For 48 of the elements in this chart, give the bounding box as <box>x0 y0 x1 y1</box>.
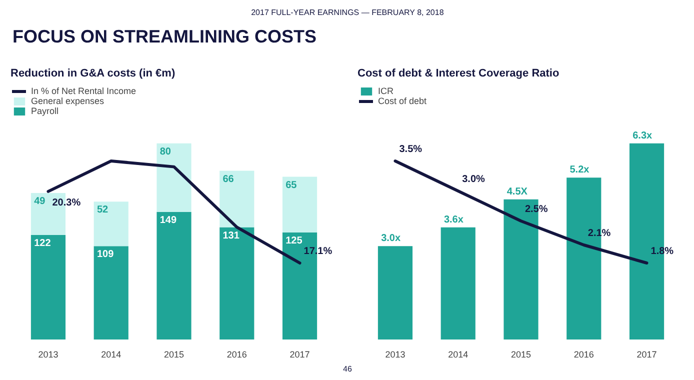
data-label: 20.3% <box>52 197 81 208</box>
data-label: 5.2x <box>570 164 590 176</box>
data-label: 3.0x <box>381 233 401 244</box>
data-label: 65 <box>286 180 298 191</box>
data-label: 4.5X <box>506 186 528 198</box>
legend-label: ICR <box>378 86 394 96</box>
bar <box>282 176 318 232</box>
data-label: 109 <box>96 249 114 260</box>
bar <box>30 235 66 340</box>
x-tick-label: 2016 <box>574 350 594 360</box>
x-tick-label: 2014 <box>101 350 122 360</box>
x-tick-label: 2015 <box>510 350 532 360</box>
text: 46 <box>343 364 352 374</box>
data-label: 3.0% <box>462 174 486 185</box>
data-label: 122 <box>34 238 52 249</box>
x-tick-label: 2013 <box>385 350 406 360</box>
legend-label: Cost of debt <box>378 96 427 106</box>
x-tick-label: 2017 <box>636 350 657 360</box>
bar <box>378 246 413 340</box>
chart-title: Cost of debt & Interest Coverage Ratio <box>358 68 560 80</box>
data-label: 3.5% <box>399 144 422 155</box>
text: 2017 FULL-YEAR EARNINGS — FEBRUARY 8, 2018 <box>251 8 444 17</box>
bar <box>94 202 128 246</box>
x-tick-label: 2013 <box>38 350 58 360</box>
data-label: 80 <box>160 146 172 158</box>
x-tick-label: 2017 <box>290 350 310 360</box>
bar <box>156 212 192 340</box>
x-tick-label: 2014 <box>448 350 468 360</box>
legend-label: Payroll <box>31 106 59 116</box>
bar <box>94 246 128 340</box>
text: FOCUS ON STREAMLINING COSTS <box>12 26 317 46</box>
data-label: 149 <box>160 214 177 226</box>
data-label: 3.6x <box>444 214 464 226</box>
data-label: 131 <box>222 230 240 242</box>
data-label: 49 <box>34 196 46 208</box>
data-label: 66 <box>222 174 234 185</box>
bar <box>156 143 192 212</box>
legend-label: General expenses <box>31 96 104 106</box>
data-label: 52 <box>96 204 109 216</box>
chart-title: Reduction in G&A costs (in €m) <box>10 68 176 80</box>
legend-label: In % of Net Rental Income <box>31 86 136 96</box>
x-tick-label: 2015 <box>164 350 184 360</box>
x-tick-label: 2016 <box>226 350 247 360</box>
data-label: 125 <box>286 235 303 246</box>
data-label: 6.3x <box>632 130 653 142</box>
bar <box>220 227 254 340</box>
bar <box>440 227 476 340</box>
bar <box>220 170 254 228</box>
